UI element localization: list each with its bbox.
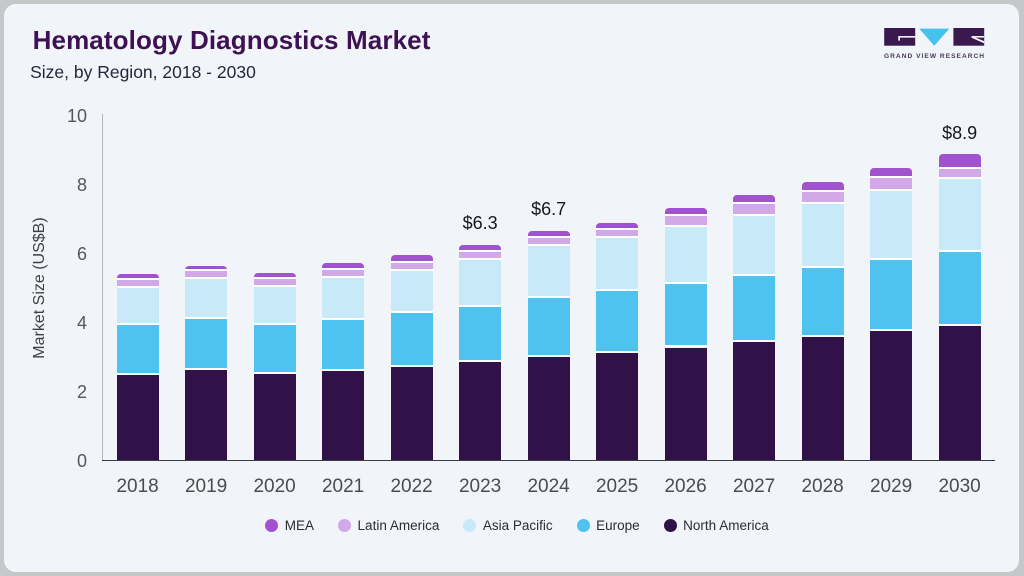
svg-text:GRAND VIEW RESEARCH: GRAND VIEW RESEARCH <box>884 53 985 60</box>
